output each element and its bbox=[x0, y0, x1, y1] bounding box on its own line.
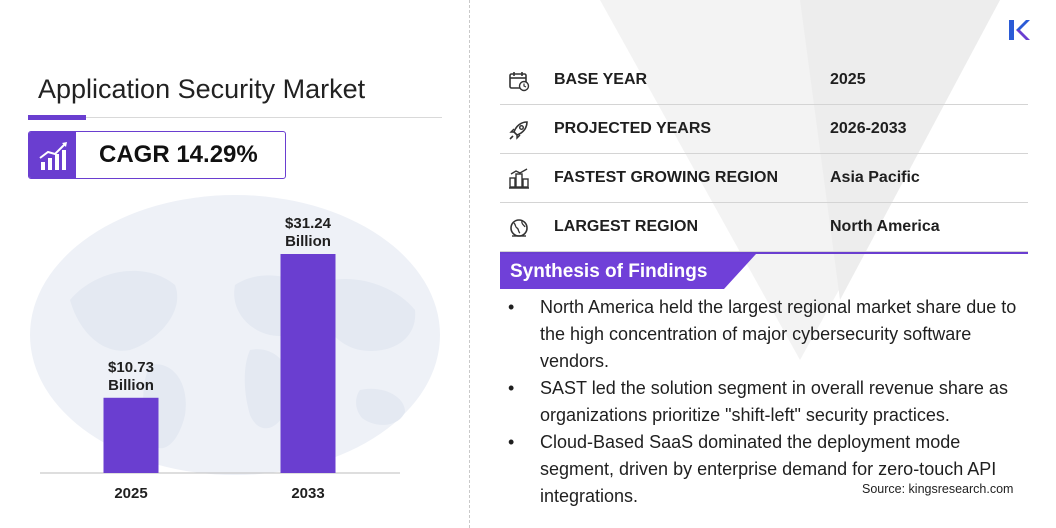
bullet: • bbox=[508, 375, 514, 402]
x-tick-label: 2033 bbox=[291, 485, 324, 502]
list-item: • Cloud-Based SaaS dominated the deploym… bbox=[508, 429, 1028, 510]
list-item: • North America held the largest regiona… bbox=[508, 294, 1028, 375]
cagr-badge: CAGR 14.29% bbox=[28, 131, 286, 179]
info-label: PROJECTED YEARS bbox=[554, 120, 711, 138]
finding-text: North America held the largest regional … bbox=[540, 297, 1016, 371]
source-citation: Source: kingsresearch.com bbox=[862, 482, 1013, 496]
finding-text: SAST led the solution segment in overall… bbox=[540, 378, 1008, 425]
city-growth-icon bbox=[508, 168, 530, 190]
x-tick-label: 2025 bbox=[114, 485, 147, 502]
info-value: 2025 bbox=[830, 71, 866, 89]
title-underline bbox=[28, 117, 442, 118]
growth-chart-icon bbox=[29, 132, 76, 179]
bullet: • bbox=[508, 294, 514, 321]
info-value: Asia Pacific bbox=[830, 169, 920, 187]
info-value: 2026-2033 bbox=[830, 120, 907, 138]
info-row-fastest-growing-region: FASTEST GROWING REGION Asia Pacific bbox=[500, 154, 1028, 203]
synthesis-title: Synthesis of Findings bbox=[510, 261, 707, 283]
info-row-projected-years: PROJECTED YEARS 2026-2033 bbox=[500, 105, 1028, 154]
list-item: • SAST led the solution segment in overa… bbox=[508, 375, 1028, 429]
bar-2033 bbox=[281, 254, 336, 473]
info-row-largest-region: LARGEST REGION North America bbox=[500, 203, 1028, 252]
data-label-2033: Billion bbox=[285, 233, 331, 250]
title-accent-bar bbox=[28, 115, 86, 120]
info-value: North America bbox=[830, 218, 940, 236]
data-label-2025: $10.73 bbox=[108, 359, 154, 376]
key-facts-table: BASE YEAR 2025 PROJECTED YEARS 2026-2033… bbox=[500, 56, 1028, 252]
kings-research-logo-icon bbox=[1008, 18, 1030, 42]
info-row-base-year: BASE YEAR 2025 bbox=[500, 56, 1028, 105]
bar-2025 bbox=[104, 398, 159, 473]
rocket-icon bbox=[508, 119, 530, 141]
page-title: Application Security Market bbox=[38, 74, 365, 105]
calendar-icon bbox=[508, 70, 530, 92]
info-label: BASE YEAR bbox=[554, 71, 647, 89]
findings-list: • North America held the largest regiona… bbox=[508, 294, 1028, 510]
globe-icon bbox=[508, 217, 530, 239]
info-label: FASTEST GROWING REGION bbox=[554, 169, 778, 187]
info-label: LARGEST REGION bbox=[554, 218, 698, 236]
data-label-2033: $31.24 bbox=[285, 215, 332, 232]
data-label-2025: Billion bbox=[108, 377, 154, 394]
cagr-value: CAGR 14.29% bbox=[99, 141, 258, 169]
bullet: • bbox=[508, 429, 514, 456]
center-divider bbox=[469, 0, 470, 528]
